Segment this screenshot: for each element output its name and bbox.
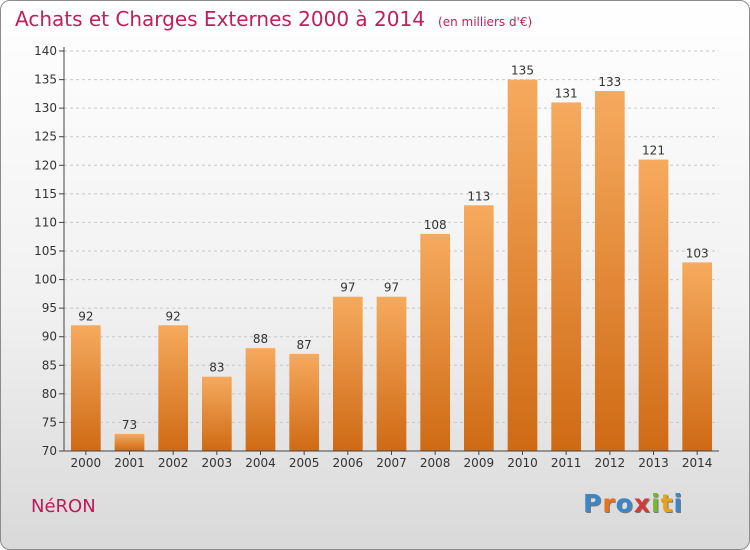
data-label: 87	[297, 338, 312, 352]
bar	[463, 205, 494, 451]
bar	[682, 262, 713, 451]
y-tick-label: 90	[42, 330, 57, 344]
data-label: 103	[686, 246, 709, 260]
data-label: 113	[467, 189, 490, 203]
logo-letter: x	[633, 489, 651, 518]
x-tick-label: 2014	[682, 456, 713, 470]
chart-title: Achats et Charges Externes 2000 à 2014	[15, 7, 425, 31]
data-label: 121	[642, 144, 665, 158]
bar	[594, 91, 625, 451]
x-tick-label: 2009	[464, 456, 495, 470]
bar	[507, 79, 538, 452]
bar	[289, 353, 320, 451]
bar	[158, 325, 189, 451]
x-tick-label: 2006	[333, 456, 364, 470]
data-label: 88	[253, 332, 268, 346]
x-tick-label: 2008	[420, 456, 451, 470]
x-tick-label: 2000	[71, 456, 102, 470]
y-tick-label: 130	[34, 101, 57, 115]
bar-layer: 92 73 92 83 88 87 97 97 108 113 135 131 133 121 103	[70, 64, 713, 452]
bar	[420, 233, 451, 451]
x-tick-label: 2001	[114, 456, 145, 470]
y-tick-label: 100	[34, 273, 57, 287]
logo-letter: P	[583, 489, 603, 518]
chart-subtitle: (en milliers d'€)	[438, 15, 533, 29]
proxiti-logo[interactable]: Proxiti	[583, 489, 683, 518]
logo-letter: r	[602, 489, 616, 518]
x-tick-label: 2007	[376, 456, 407, 470]
x-tick-label: 2013	[638, 456, 669, 470]
data-label: 92	[166, 309, 181, 323]
data-label: 97	[384, 281, 399, 295]
bar	[376, 296, 407, 451]
chart-title-block: Achats et Charges Externes 2000 à 2014 (…	[15, 7, 532, 31]
data-label: 131	[555, 86, 578, 100]
logo-letter: o	[615, 489, 634, 518]
data-label: 135	[511, 64, 534, 78]
logo-letter: i	[651, 489, 661, 518]
bar	[114, 433, 145, 451]
bar	[70, 325, 101, 451]
x-tick-label: 2004	[245, 456, 276, 470]
x-tick-label: 2002	[158, 456, 189, 470]
x-tick-label: 2003	[202, 456, 233, 470]
axis-layer: 70 75 80 85 90 95 100 105 110 115 120 125 130 135 140 2…	[34, 44, 719, 470]
data-label: 97	[340, 281, 355, 295]
y-tick-label: 110	[34, 215, 57, 229]
place-name: NéRON	[31, 496, 96, 517]
data-label: 133	[598, 75, 621, 89]
y-tick-label: 70	[42, 444, 57, 458]
bar	[332, 296, 363, 451]
bar	[201, 376, 232, 451]
data-label: 83	[209, 361, 224, 375]
bar	[551, 102, 582, 451]
y-tick-label: 105	[34, 244, 57, 258]
bar	[245, 348, 276, 451]
x-tick-label: 2010	[507, 456, 538, 470]
x-tick-label: 2005	[289, 456, 320, 470]
y-tick-label: 75	[42, 415, 57, 429]
data-label: 108	[424, 218, 447, 232]
logo-letter: t	[660, 489, 674, 518]
y-tick-label: 95	[42, 301, 57, 315]
y-tick-label: 115	[34, 187, 57, 201]
logo-letter: i	[673, 489, 684, 518]
y-tick-label: 120	[34, 158, 57, 172]
data-label: 92	[78, 309, 93, 323]
y-tick-label: 140	[34, 44, 57, 58]
data-label: 73	[122, 418, 137, 432]
x-tick-label: 2012	[595, 456, 626, 470]
bar	[638, 159, 669, 452]
y-tick-label: 125	[34, 130, 57, 144]
y-tick-label: 135	[34, 73, 57, 87]
x-tick-label: 2011	[551, 456, 582, 470]
y-tick-label: 85	[42, 358, 57, 372]
y-tick-label: 80	[42, 387, 57, 401]
